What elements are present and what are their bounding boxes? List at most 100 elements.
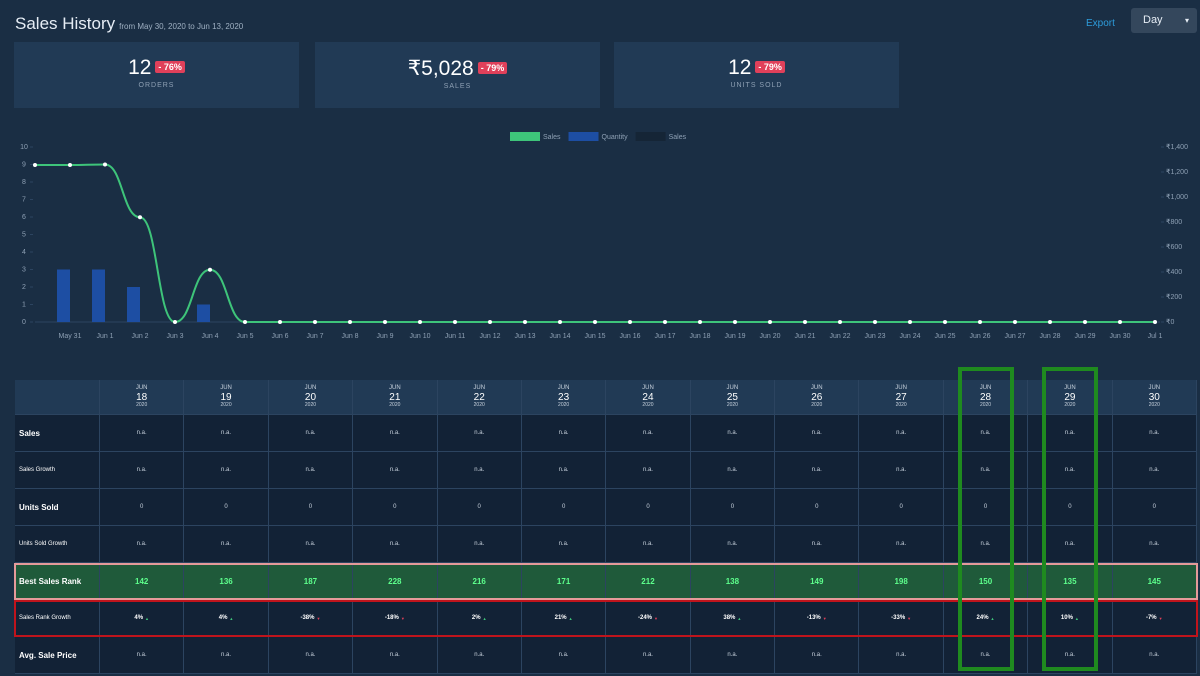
- table-cell: 149: [775, 563, 860, 600]
- table-cell: n.a.: [1112, 526, 1197, 563]
- row-label: Units Sold Growth: [15, 526, 100, 563]
- x-tick-label: Jun 6: [271, 333, 288, 340]
- column-header: JUN 24 2020: [606, 380, 691, 415]
- table-cell: n.a.: [606, 452, 691, 489]
- column-header: JUN 28 2020: [943, 380, 1029, 415]
- subtitle: from May 30, 2020 to Jun 13, 2020: [119, 22, 244, 31]
- legend-swatch: [635, 132, 666, 141]
- cell-text: 212: [641, 576, 655, 586]
- cell-text: n.a.: [727, 541, 738, 547]
- arrow-down: ▼: [907, 615, 912, 621]
- table-cell: n.a.: [1112, 415, 1197, 452]
- legend-label: Sales: [543, 134, 561, 141]
- cell-text: n.a.: [1149, 430, 1160, 436]
- table-cell: n.a.: [943, 452, 1029, 489]
- column-header: JUN 22 2020: [437, 380, 522, 415]
- table-cell: 0: [184, 489, 269, 526]
- cell-text: 0: [983, 504, 988, 510]
- y2-tick-label: ₹1,000: [1166, 193, 1188, 201]
- x-tick-label: Jun 29: [1074, 333, 1095, 340]
- y-tick-label: 1: [22, 301, 26, 308]
- x-tick-label: Jun 20: [759, 333, 780, 340]
- bar: [92, 269, 105, 322]
- y2-tick-label: ₹1,200: [1166, 168, 1188, 176]
- line-point: [838, 320, 842, 324]
- table-cell: n.a.: [775, 637, 860, 674]
- y-tick-label: 7: [22, 196, 26, 203]
- export-link[interactable]: Export: [1086, 18, 1115, 29]
- table-cell: 198: [859, 563, 944, 600]
- header-month: JUN: [810, 385, 823, 392]
- header-month: JUN: [1064, 385, 1076, 392]
- x-tick-label: Jun 25: [934, 333, 955, 340]
- table-cell: 0: [100, 489, 185, 526]
- x-tick-label: Jun 21: [794, 333, 815, 340]
- line-point: [1048, 320, 1052, 324]
- arrow-up: ▲: [990, 615, 995, 621]
- table-cell: n.a.: [690, 415, 776, 452]
- table-cell: n.a.: [1028, 415, 1113, 452]
- cell-text: n.a.: [136, 652, 147, 658]
- cell-text: 187: [303, 576, 318, 586]
- header-day: 30: [1148, 392, 1160, 404]
- legend-label: Sales: [669, 134, 687, 141]
- table-cell: n.a.: [606, 526, 691, 563]
- table-cell: 0: [1112, 489, 1197, 526]
- cell-text: 0: [561, 504, 566, 510]
- header-month: JUN: [726, 385, 739, 392]
- table-cell: 0: [943, 489, 1029, 526]
- row-label: Sales Growth: [15, 452, 100, 489]
- kpi-value-row: 12- 76%: [14, 56, 299, 80]
- column-header: JUN 25 2020: [690, 380, 776, 415]
- table-cell: 0: [521, 489, 607, 526]
- cell-text: 216: [472, 576, 486, 586]
- row-label: Avg. Sale Price: [15, 637, 100, 674]
- table-cell: n.a.: [437, 452, 522, 489]
- x-tick-label: Jun 18: [689, 333, 710, 340]
- arrow-up: ▲: [737, 615, 742, 621]
- cell-text: n.a.: [136, 430, 147, 436]
- header-day: 18: [136, 392, 148, 404]
- table-cell: n.a.: [268, 415, 354, 452]
- line-point: [208, 267, 212, 272]
- cell-text: 145: [1147, 576, 1161, 586]
- cell-text: 0: [308, 504, 313, 510]
- x-tick-label: Jun 30: [1109, 333, 1130, 340]
- cell-text: -7%: [1145, 615, 1157, 621]
- cell-text: n.a.: [136, 467, 147, 473]
- header-month: JUN: [473, 385, 486, 392]
- x-tick-label: Jun 14: [549, 333, 570, 340]
- period-select[interactable]: Day ▾: [1131, 8, 1197, 33]
- x-tick-label: Jun 4: [201, 333, 218, 340]
- y-tick-label: 0: [22, 319, 26, 326]
- line-point: [1083, 320, 1087, 324]
- table-cell: n.a.: [606, 415, 691, 452]
- line-point: [1153, 320, 1157, 324]
- cell-text: n.a.: [727, 467, 738, 473]
- cell-text: n.a.: [474, 541, 485, 547]
- table-cell: 0: [437, 489, 522, 526]
- column-header: JUN 27 2020: [859, 380, 944, 415]
- header-month: JUN: [220, 385, 232, 392]
- period-text: Day: [1143, 14, 1163, 26]
- column-header: JUN 29 2020: [1028, 380, 1113, 415]
- header-year: 2020: [895, 402, 907, 409]
- table-cell: n.a.: [859, 637, 944, 674]
- y2-tick-label: ₹1,400: [1166, 143, 1188, 151]
- kpi-label: SALES: [443, 83, 472, 90]
- table-cell: n.a.: [100, 637, 185, 674]
- header-day: 29: [1064, 392, 1076, 404]
- cell-text: 142: [135, 576, 149, 586]
- table-cell: 136: [184, 563, 269, 600]
- x-tick-label: Jun 19: [724, 333, 745, 340]
- column-header: JUN 23 2020: [521, 380, 607, 415]
- header-year: 2020: [389, 402, 401, 409]
- table-cell: n.a.: [1112, 452, 1197, 489]
- table-cell: n.a.: [268, 452, 354, 489]
- kpi-change: - 79%: [477, 62, 508, 74]
- line-point: [1013, 320, 1017, 324]
- header-year: 2020: [726, 402, 738, 409]
- kpi-card: ₹5,028- 79% SALES: [315, 42, 600, 108]
- arrow-up: ▲: [482, 615, 487, 621]
- header-year: 2020: [304, 402, 317, 409]
